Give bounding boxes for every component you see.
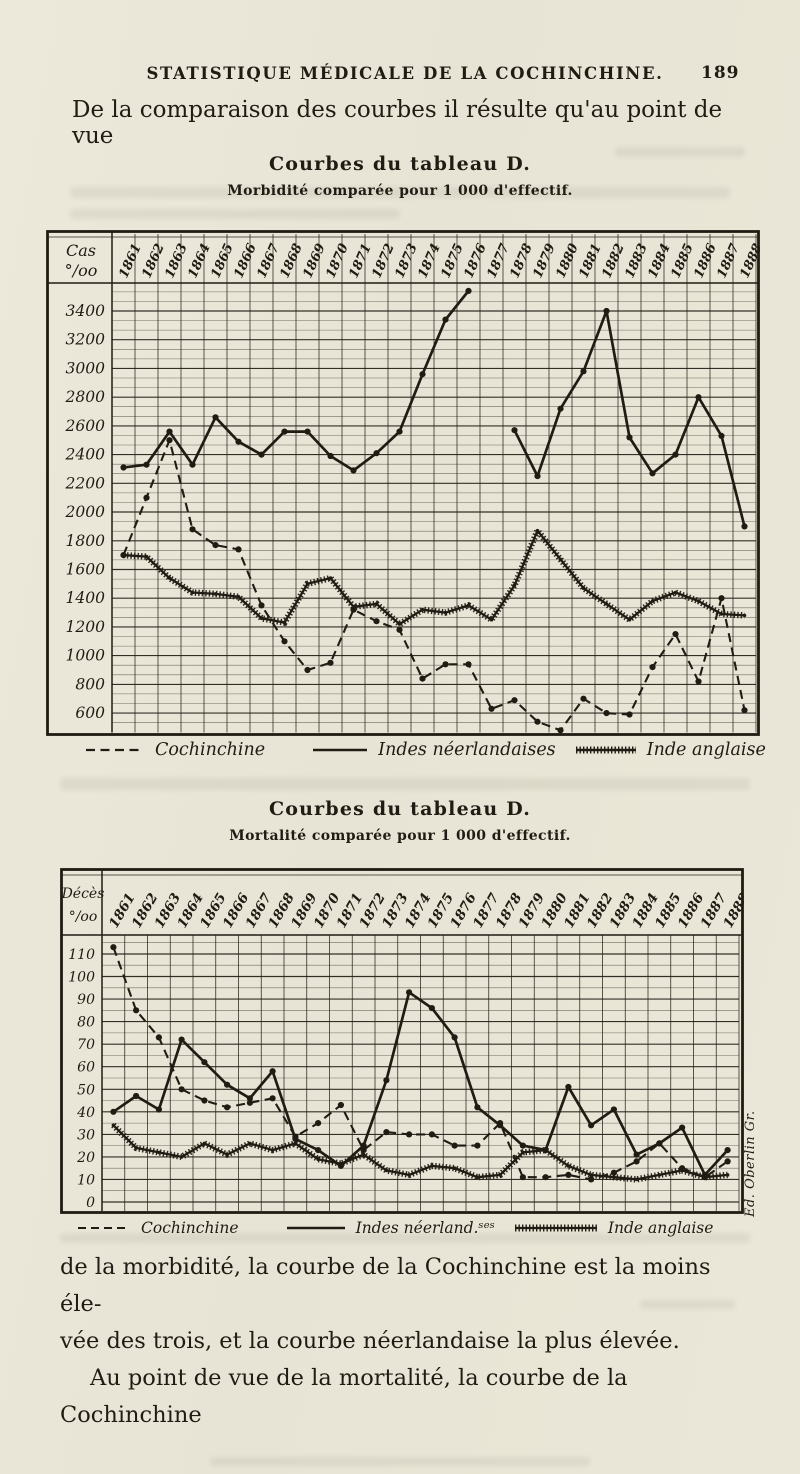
svg-text:800: 800: [75, 675, 105, 693]
footer-line: vée des trois, et la courbe néerlandaise…: [60, 1328, 680, 1354]
svg-text:°/oo: °/oo: [65, 261, 98, 280]
chart2-legend: Cochinchine Indes néerland.ˢᵉˢ Inde angl…: [76, 1219, 713, 1237]
bleed-through: [210, 1457, 590, 1466]
legend-label-indes-neerland: Indes néerland.ˢᵉˢ: [355, 1219, 495, 1237]
intro-paragraph: De la comparaison des courbes il résulte…: [72, 97, 723, 149]
bleed-through: [70, 209, 400, 219]
legend-label-inde-anglaise: Inde anglaise: [646, 740, 766, 760]
legend-label-cochinchine: Cochinchine: [155, 740, 266, 760]
hatched-line-swatch: [514, 1224, 597, 1232]
legend-label-indes-neerlandaises: Indes néerlandaises: [378, 740, 556, 760]
legend-label-inde-anglaise: Inde anglaise: [607, 1219, 714, 1237]
chart-morbidity-plot: 1861186218631864186518661867186818691870…: [46, 230, 760, 736]
svg-text:2000: 2000: [65, 503, 106, 521]
svg-text:1000: 1000: [66, 647, 106, 665]
svg-text:40: 40: [76, 1105, 95, 1121]
bleed-through: [60, 1233, 750, 1243]
series-indes-neerlandaises: [120, 287, 748, 530]
svg-text:1200: 1200: [66, 618, 106, 636]
y-axis-unit-label: Décès °/oo: [61, 886, 105, 925]
bleed-through: [640, 1300, 735, 1309]
svg-text:80: 80: [77, 1015, 95, 1031]
svg-text:3000: 3000: [66, 359, 106, 377]
svg-text:3200: 3200: [66, 331, 106, 349]
svg-text:2800: 2800: [65, 388, 106, 406]
dashed-line-swatch: [86, 748, 144, 752]
svg-text:30: 30: [77, 1127, 95, 1143]
svg-text:1800: 1800: [66, 532, 106, 550]
y-axis-tick-labels: 3400 3200 3000 2800 2600 2400 2200 2000 1800 1600…: [65, 302, 106, 722]
solid-line-swatch: [286, 1226, 345, 1230]
solid-line-swatch: [313, 748, 368, 752]
svg-text:110: 110: [68, 947, 95, 963]
x-axis-year-labels: 1861186218631864186518661867186818691870…: [116, 241, 760, 280]
series-cochinchine: [120, 436, 748, 734]
chart-mortality-plot: 1861186218631864186518661867186818691870…: [60, 868, 744, 1214]
svg-text:50: 50: [77, 1082, 95, 1098]
hatched-line-swatch: [575, 746, 636, 754]
series-inde-anglaise: [121, 524, 747, 629]
svg-text:1600: 1600: [66, 561, 106, 579]
chart1-title: Courbes du tableau D.: [268, 153, 532, 175]
series-indes-neerlandaises: [110, 989, 731, 1178]
svg-text:Cas: Cas: [66, 241, 96, 260]
x-axis-year-labels: 1861186218631864186518661867186818691870…: [106, 890, 744, 931]
svg-text:2200: 2200: [65, 474, 106, 492]
footer-paragraph: de la morbidité, la courbe de la Cochinc…: [60, 1249, 754, 1434]
footer-line: Au point de vue de la mortalité, la cour…: [60, 1365, 628, 1428]
page-number: 189: [701, 63, 740, 83]
svg-text:1400: 1400: [66, 589, 106, 607]
footer-line: de la morbidité, la courbe de la Cochinc…: [60, 1254, 711, 1317]
chart2-subtitle: Mortalité comparée pour 1 000 d'effectif…: [229, 828, 571, 844]
svg-text:2600: 2600: [65, 417, 106, 435]
chart2-title: Courbes du tableau D.: [268, 798, 532, 820]
dashed-line-swatch: [78, 1227, 130, 1229]
engraver-signature: Ed. Oberlin Gr.: [743, 1110, 758, 1217]
grid: [111, 234, 757, 733]
svg-text:90: 90: [77, 992, 95, 1008]
svg-text:2400: 2400: [65, 446, 106, 464]
svg-text:Décès: Décès: [61, 886, 105, 902]
chart1-legend: Cochinchine Indes néerlandaises Inde ang…: [84, 740, 766, 760]
svg-text:20: 20: [76, 1150, 95, 1166]
bleed-through: [60, 778, 750, 790]
svg-text:10: 10: [77, 1172, 95, 1188]
svg-text:3400: 3400: [66, 302, 106, 320]
svg-text:60: 60: [77, 1060, 95, 1076]
y-axis-unit-label: Cas°/oo: [65, 241, 98, 280]
svg-text:0: 0: [86, 1195, 95, 1211]
svg-text:600: 600: [75, 704, 105, 722]
svg-text:100: 100: [68, 970, 95, 986]
svg-text:°/oo: °/oo: [69, 909, 98, 925]
running-head: STATISTIQUE MÉDICALE DE LA COCHINCHINE.: [146, 64, 664, 83]
legend-label-cochinchine: Cochinchine: [141, 1219, 239, 1237]
chart1-subtitle: Morbidité comparée pour 1 000 d'effectif…: [227, 183, 573, 199]
bleed-through: [615, 147, 745, 157]
svg-text:70: 70: [77, 1037, 95, 1053]
bleed-through: [70, 187, 730, 198]
